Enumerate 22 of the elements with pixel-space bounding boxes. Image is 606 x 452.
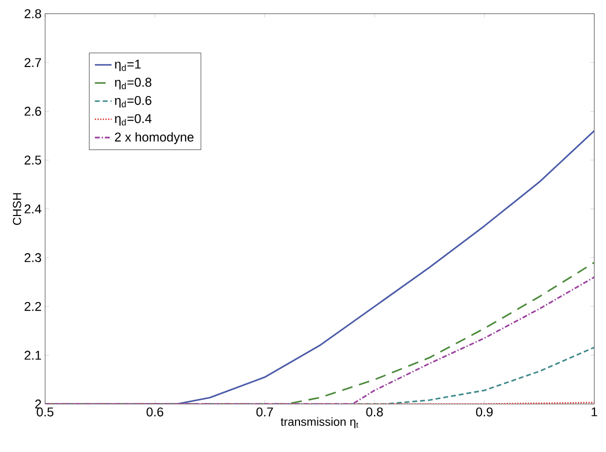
y-tick-label: 2.2 — [24, 302, 42, 311]
x-tick-label: 1 — [592, 407, 598, 416]
y-tick-label: 2.5 — [24, 156, 42, 165]
y-tick-label: 2.6 — [24, 106, 42, 116]
y-tick-label: 2.1 — [24, 350, 42, 360]
x-tick-label: 0.9 — [476, 407, 493, 416]
x-tick-label: 0.6 — [146, 407, 164, 416]
y-tick-label: 2 — [35, 400, 42, 408]
x-axis-title: transmission η$_{t}$ — [280, 417, 358, 428]
legend-label: η$_{d}$=0.8 — [114, 78, 152, 90]
y-tick-label: 2.7 — [24, 58, 42, 67]
y-axis-title: CHSH — [12, 193, 22, 225]
y-tick-label: 2.8 — [24, 9, 42, 18]
legend-label: 2 x homodyne — [114, 132, 194, 144]
y-tick-label: 2.3 — [24, 253, 42, 262]
x-tick-label: 0.7 — [256, 407, 273, 416]
x-tick-label: 0.8 — [366, 407, 383, 416]
legend-label: η$_{d}$=1 — [114, 60, 141, 72]
x-tick-label: 0.5 — [36, 407, 54, 416]
legend-label: η$_{d}$=0.6 — [114, 96, 152, 108]
y-tick-label: 2.4 — [24, 204, 42, 214]
legend-label: η$_{d}$=0.4 — [114, 114, 152, 126]
